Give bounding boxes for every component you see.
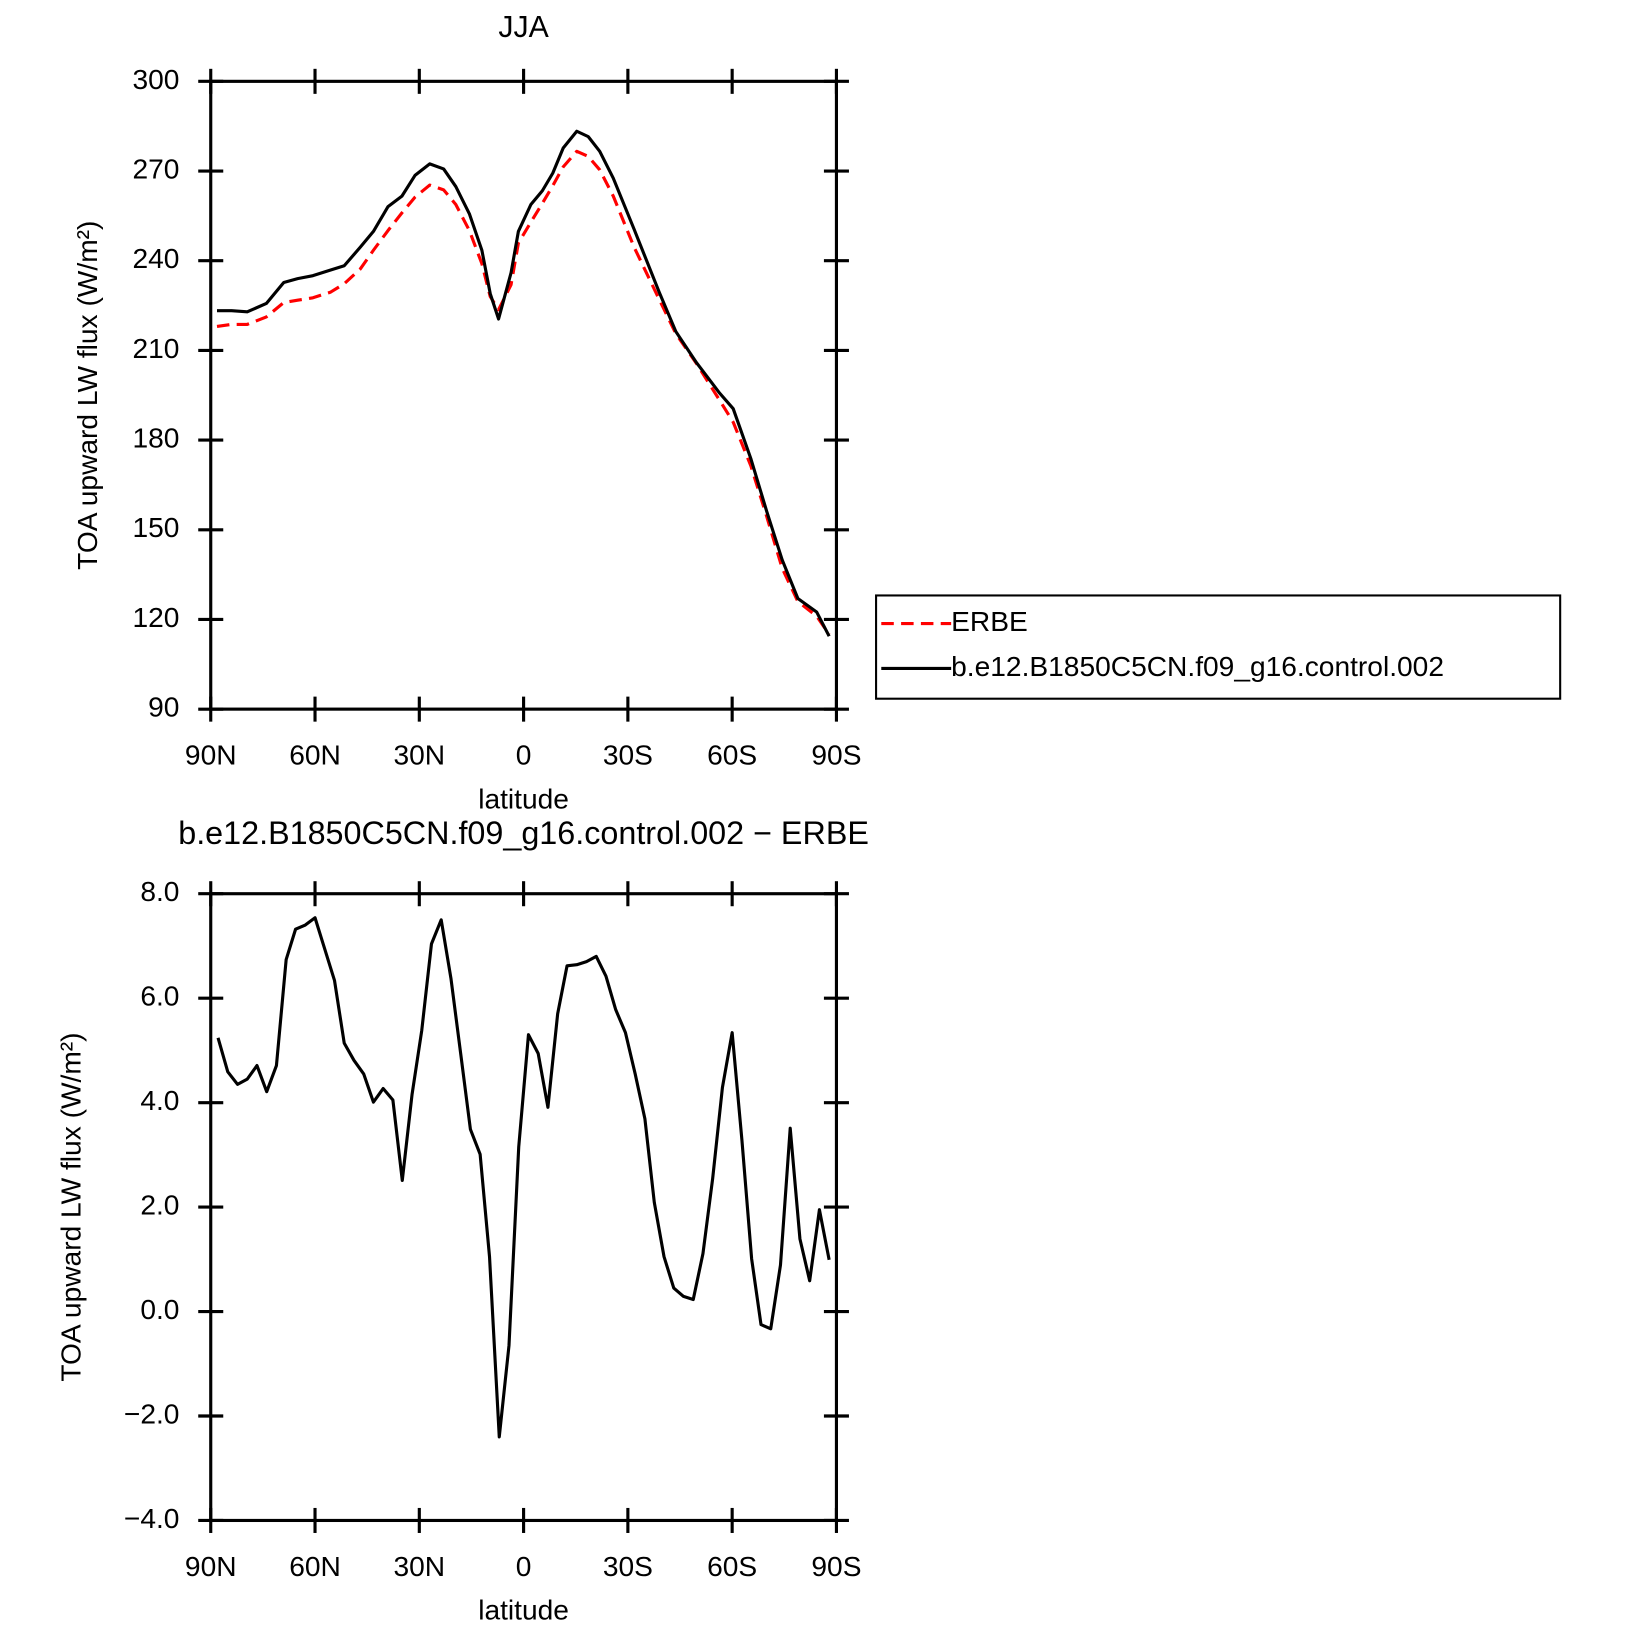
y-tick-label: 270: [133, 153, 180, 184]
x-tick-label: 90S: [811, 1551, 861, 1582]
x-axis-label: latitude: [478, 1595, 569, 1626]
y-tick-label: 240: [133, 243, 180, 274]
y-tick-label: −2.0: [124, 1398, 180, 1429]
y-tick-label: 4.0: [140, 1085, 179, 1116]
y-tick-label: 2.0: [140, 1190, 179, 1221]
x-tick-label: 60S: [707, 740, 757, 771]
x-tick-label: 30N: [393, 740, 445, 771]
x-tick-label: 30S: [603, 1551, 653, 1582]
y-tick-label: 120: [133, 602, 180, 633]
y-tick-label: 210: [133, 333, 180, 364]
x-tick-label: 90N: [185, 740, 237, 771]
x-tick-label: 0: [516, 1551, 532, 1582]
chart-title: JJA: [498, 11, 549, 44]
data-line: [216, 149, 831, 636]
y-tick-label: 180: [133, 423, 180, 454]
y-tick-label: 300: [133, 64, 180, 95]
x-tick-label: 0: [516, 740, 532, 771]
y-tick-label: 90: [148, 692, 179, 723]
y-axis-label: TOA upward LW flux (W/m²): [56, 1032, 87, 1381]
x-tick-label: 60S: [707, 1551, 757, 1582]
legend-box: [875, 594, 1562, 700]
x-tick-label: 60N: [289, 740, 341, 771]
y-tick-label: 6.0: [140, 981, 179, 1012]
y-tick-label: 8.0: [140, 876, 179, 907]
legend-label: ERBE: [951, 606, 1028, 637]
x-tick-label: 30N: [393, 1551, 445, 1582]
y-tick-label: −4.0: [124, 1503, 180, 1534]
plot-frame: [209, 892, 839, 1523]
y-axis-label: TOA upward LW flux (W/m²): [72, 221, 103, 570]
y-tick-label: 150: [133, 512, 180, 543]
x-axis-label: latitude: [478, 783, 569, 814]
x-tick-label: 30S: [603, 740, 653, 771]
x-tick-label: 90N: [185, 1551, 237, 1582]
x-tick-label: 90S: [811, 740, 861, 771]
data-line: [216, 916, 831, 1439]
y-tick-label: 0.0: [140, 1294, 179, 1325]
legend-label: b.e12.B1850C5CN.f09_g16.control.002: [951, 651, 1444, 682]
chart-title: b.e12.B1850C5CN.f09_g16.control.002 − ER…: [178, 815, 869, 851]
plot-frame: [209, 79, 839, 711]
data-line: [216, 129, 831, 637]
x-tick-label: 60N: [289, 1551, 341, 1582]
